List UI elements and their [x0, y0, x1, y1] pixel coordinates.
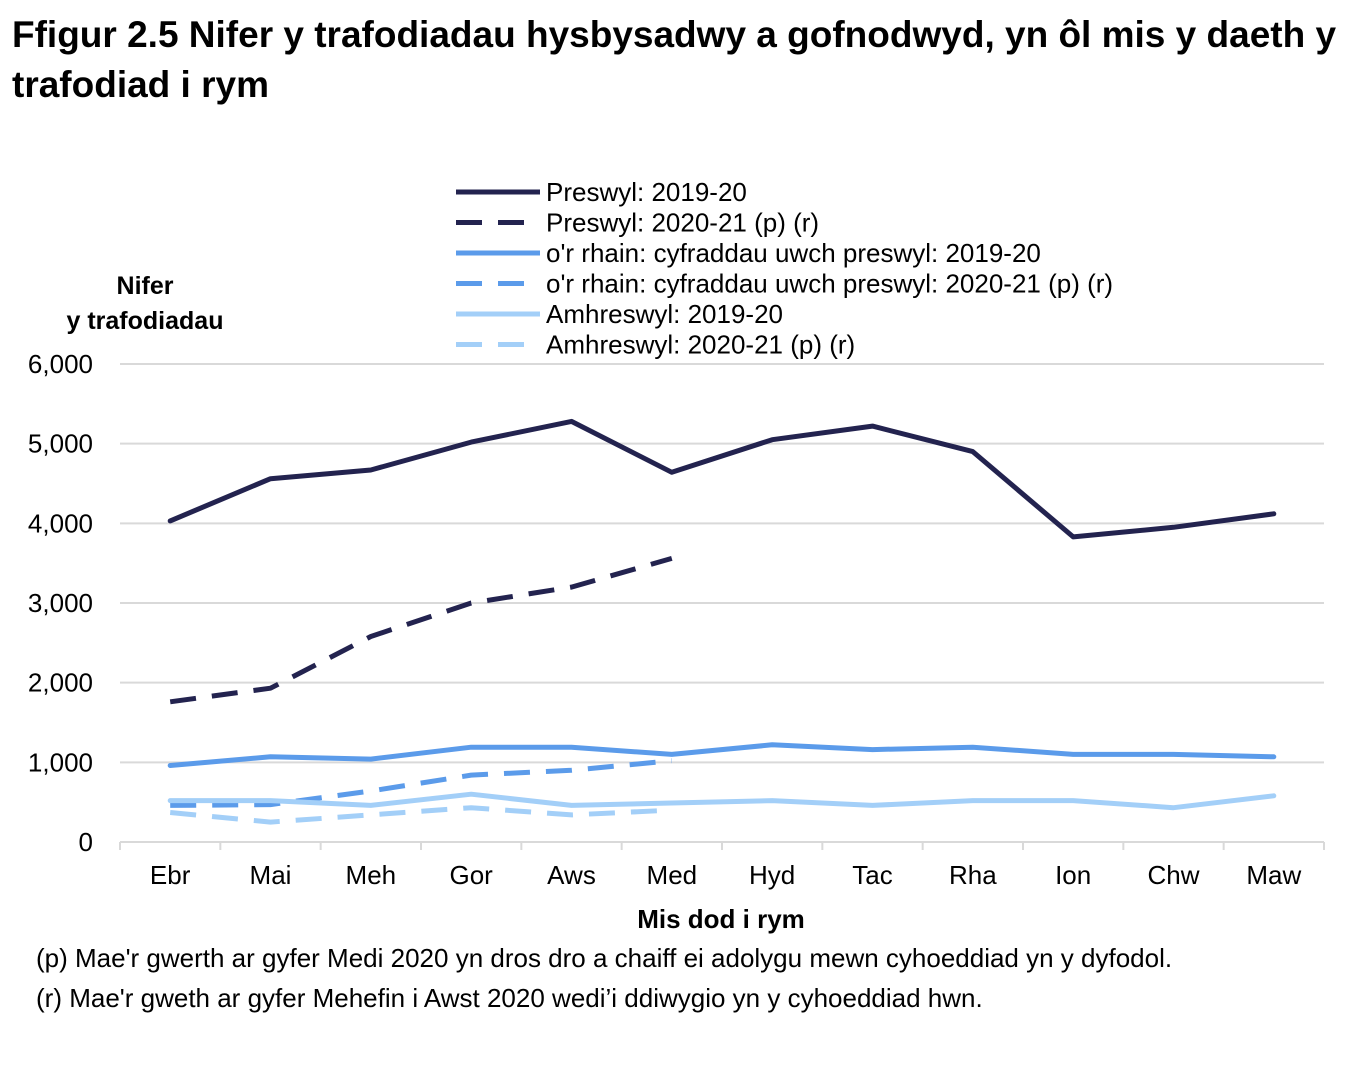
- y-axis-title-line-2: y trafodiadau: [67, 307, 224, 335]
- legend-label: Preswyl: 2020-21 (p) (r): [546, 208, 819, 238]
- y-tick-label: 1,000: [28, 747, 93, 777]
- y-axis: 0 1,000 2,000 3,000 4,000 5,000 6,000: [28, 349, 93, 857]
- footnote-revised: (r) Mae'r gweth ar gyfer Mehefin i Awst …: [36, 983, 983, 1013]
- x-tick-label: Rha: [949, 860, 997, 890]
- x-tick-label: Meh: [346, 860, 397, 890]
- gridlines: [120, 363, 1324, 764]
- chart-title: Ffigur 2.5 Nifer y trafodiadau hysbysadw…: [12, 14, 1337, 105]
- footnotes: (p) Mae'r gwerth ar gyfer Medi 2020 yn d…: [36, 940, 1276, 1016]
- x-tick-label: Aws: [547, 860, 596, 890]
- y-tick-label: 2,000: [28, 668, 93, 698]
- x-axis-title: Mis dod i rym: [637, 904, 805, 934]
- y-axis-title-line-1: Nifer: [117, 272, 174, 300]
- y-tick-label: 3,000: [28, 588, 93, 618]
- series-line-5: [167, 791, 1277, 811]
- x-tick-label: Chw: [1147, 860, 1199, 890]
- y-tick-label: 4,000: [28, 508, 93, 538]
- y-tick-label: 0: [79, 827, 93, 857]
- x-tick-label: Gor: [449, 860, 493, 890]
- x-axis: Ebr Mai Meh Gor Aws Med Hyd Tac Rha Ion Chw Maw: [119, 841, 1325, 890]
- legend-label: Amhreswyl: 2019-20: [546, 299, 783, 329]
- series-line-3: [167, 742, 1277, 768]
- x-tick-label: Mai: [250, 860, 292, 890]
- x-tick-label: Tac: [852, 860, 892, 890]
- x-tick-label: Maw: [1246, 860, 1301, 890]
- x-tick-label: Ebr: [150, 860, 191, 890]
- legend-label: o'r rhain: cyfraddau uwch preswyl: 2020-…: [546, 269, 1113, 299]
- x-tick-label: Ion: [1055, 860, 1091, 890]
- series-lines: [167, 418, 1277, 825]
- footnote-provisional: (p) Mae'r gwerth ar gyfer Medi 2020 yn d…: [36, 943, 1173, 973]
- x-tick-label: Hyd: [749, 860, 795, 890]
- y-tick-label: 5,000: [28, 429, 93, 459]
- legend-label: o'r rhain: cyfraddau uwch preswyl: 2019-…: [546, 238, 1041, 268]
- legend-label: Amhreswyl: 2020-21 (p) (r): [546, 330, 855, 360]
- legend-label: Preswyl: 2019-20: [546, 177, 747, 207]
- x-tick-label: Med: [647, 860, 698, 890]
- series-line-4: [170, 758, 673, 808]
- series-line-1: [167, 418, 1277, 540]
- y-tick-label: 6,000: [28, 349, 93, 379]
- line-chart: Ebr Mai Meh Gor Aws Med Hyd Tac Rha Ion Chw Maw 0 1,…: [28, 177, 1325, 934]
- series-line-6: [169, 805, 672, 825]
- series-line-2: [169, 555, 673, 705]
